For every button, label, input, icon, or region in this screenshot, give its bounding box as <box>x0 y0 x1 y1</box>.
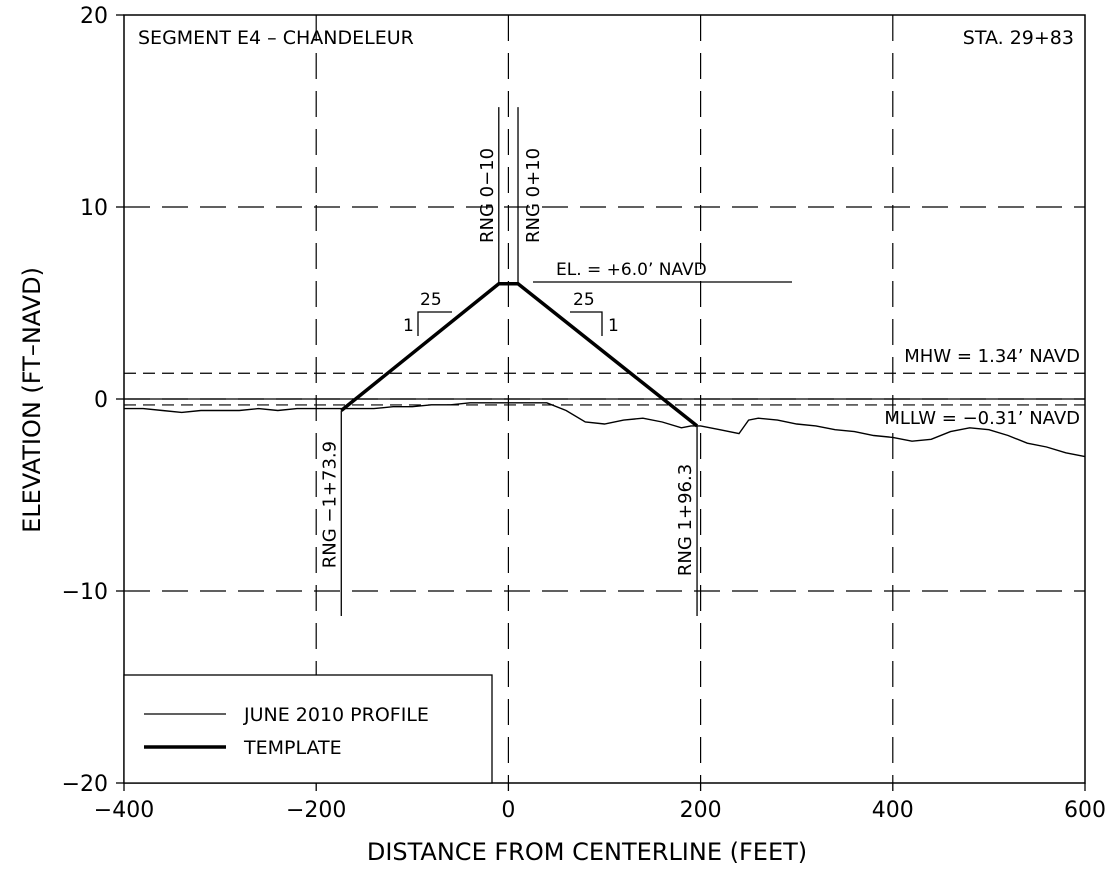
slope-rise-right: 1 <box>608 316 619 336</box>
x-tick-label: −400 <box>94 798 154 823</box>
range-label-neg-1-73-9: RNG −1+73.9 <box>319 441 340 568</box>
range-label-0-plus-10: RNG 0+10 <box>523 148 544 243</box>
legend: JUNE 2010 PROFILE TEMPLATE <box>123 674 493 784</box>
slope-symbol-right: 25 1 <box>570 290 619 336</box>
x-tick-label: 400 <box>872 798 914 823</box>
y-axis-label: ELEVATION (FT–NAVD) <box>18 267 46 533</box>
legend-box <box>123 674 493 784</box>
range-label-0-minus-10: RNG 0−10 <box>477 148 498 243</box>
series-june-2010-profile <box>124 402 1086 458</box>
y-tick-labels: −20 −10 0 10 20 <box>62 4 108 797</box>
y-tick-label: 20 <box>80 4 108 29</box>
series-template <box>340 282 699 428</box>
slope-rise-left: 1 <box>403 316 414 336</box>
station-label: STA. 29+83 <box>963 27 1074 49</box>
mhw-label: MHW = 1.34’ NAVD <box>904 346 1080 367</box>
legend-label-profile: JUNE 2010 PROFILE <box>243 704 429 726</box>
mllw-label: MLLW = −0.31’ NAVD <box>884 408 1080 429</box>
x-tick-label: 200 <box>680 798 722 823</box>
slope-symbol-left: 25 1 <box>403 290 452 336</box>
crest-elevation-label: EL. = +6.0’ NAVD <box>556 260 707 280</box>
y-tick-label: −20 <box>62 772 108 797</box>
x-tick-labels: −400 −200 0 200 400 600 <box>94 798 1106 823</box>
x-tick-label: 600 <box>1064 798 1106 823</box>
range-label-1-96-3: RNG 1+96.3 <box>675 464 696 576</box>
y-tick-label: 10 <box>80 196 108 221</box>
slope-run-left: 25 <box>420 290 442 310</box>
y-tick-label: 0 <box>94 388 108 413</box>
slope-run-right: 25 <box>573 290 595 310</box>
reference-lines <box>124 372 1085 406</box>
y-tick-label: −10 <box>62 580 108 605</box>
x-tick-label: −200 <box>286 798 346 823</box>
legend-label-template: TEMPLATE <box>243 737 342 759</box>
x-axis-label: DISTANCE FROM CENTERLINE (FEET) <box>367 838 807 866</box>
chart-title: SEGMENT E4 – CHANDELEUR <box>138 27 414 49</box>
x-tick-label: 0 <box>501 798 515 823</box>
range-markers: RNG 0−10 RNG 0+10 RNG −1+73.9 RNG 1+96.3 <box>319 107 698 616</box>
